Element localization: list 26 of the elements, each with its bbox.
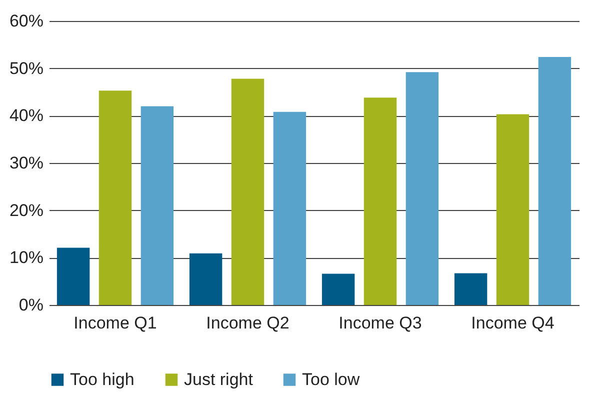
bar: [538, 56, 572, 305]
x-tick-label: Income Q2: [206, 314, 290, 332]
legend-label: Too high: [70, 370, 134, 389]
bar: [496, 114, 530, 305]
bar: [231, 78, 264, 305]
bar: [273, 112, 306, 305]
legend-label: Just right: [184, 370, 254, 389]
y-tick-label: 20%: [9, 200, 44, 220]
bar: [98, 90, 132, 305]
bar: [364, 98, 397, 305]
y-tick-label: 30%: [9, 154, 44, 172]
bar: [406, 72, 439, 305]
bar: [322, 274, 355, 305]
bar: [56, 248, 90, 305]
legend-label: Too low: [302, 370, 360, 389]
x-tick-label: Income Q3: [338, 314, 422, 332]
x-tick-label: Income Q1: [74, 314, 157, 332]
y-tick-label: 60%: [9, 12, 44, 30]
bar: [454, 273, 488, 305]
y-tick-label: 10%: [9, 248, 44, 268]
y-tick-label: 50%: [9, 58, 44, 78]
y-tick-label: 0%: [18, 296, 44, 314]
y-tick-label: 40%: [9, 106, 44, 126]
x-tick-label: Income Q4: [471, 314, 554, 332]
bar: [140, 106, 174, 305]
bar: [189, 253, 222, 305]
